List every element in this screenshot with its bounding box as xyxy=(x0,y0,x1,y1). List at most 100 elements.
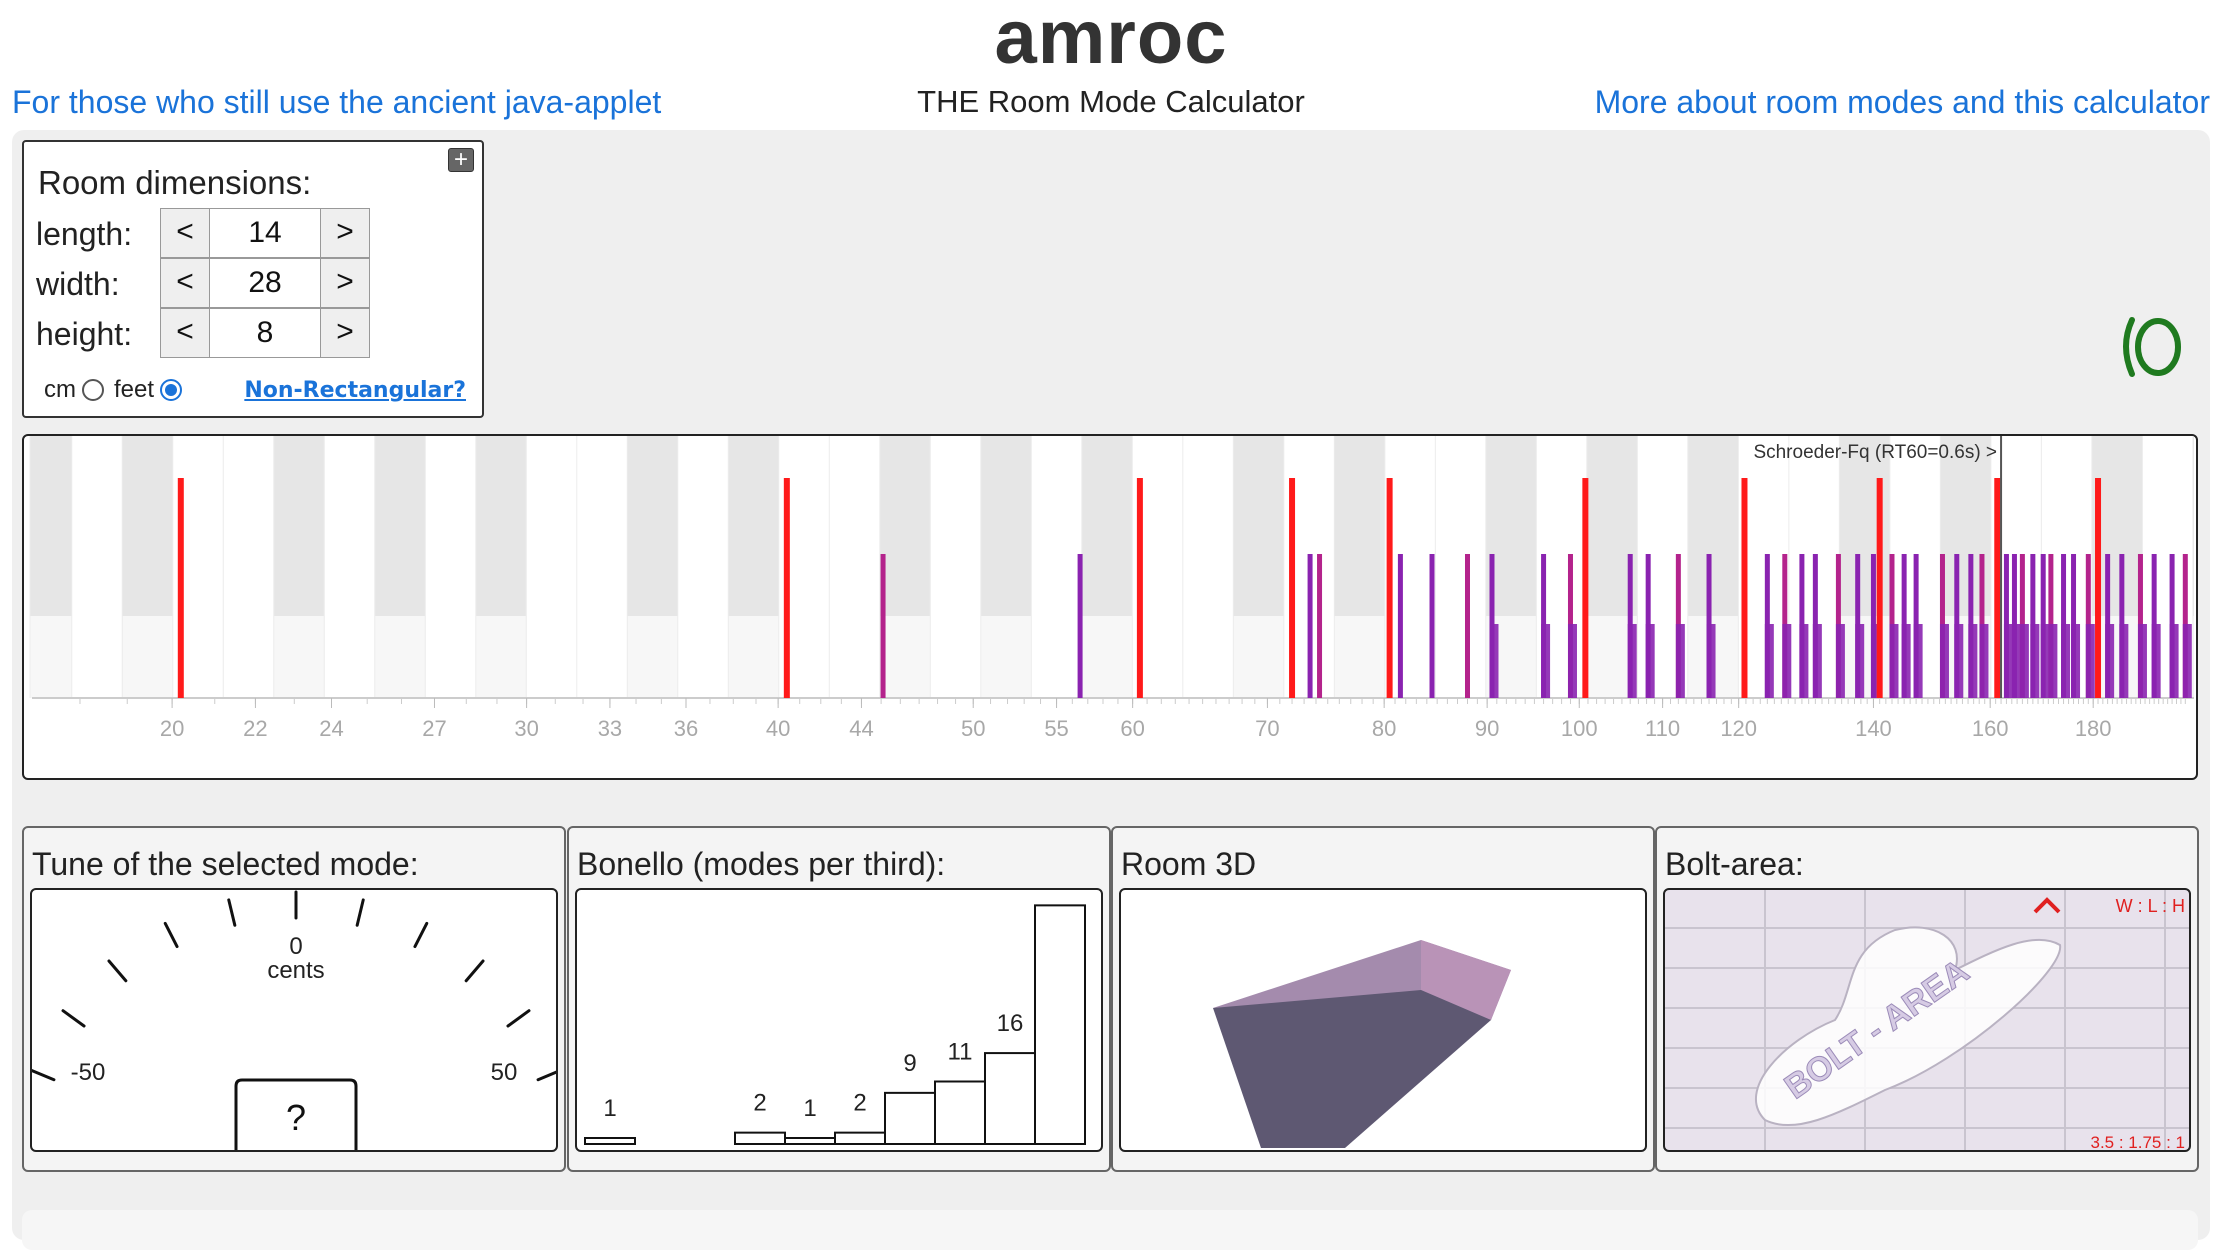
piano-key xyxy=(627,436,678,616)
room-3d-title: Room 3D xyxy=(1121,846,1257,882)
piano-key xyxy=(1384,436,1436,616)
axial-mode-line xyxy=(1136,478,1143,698)
piano-key-lower xyxy=(1031,616,1082,698)
mode-line-oblique xyxy=(2105,624,2115,698)
mode-line xyxy=(880,554,886,698)
piano-key xyxy=(1435,436,1486,616)
bonello-value-label: 1 xyxy=(803,1095,816,1122)
axial-mode-line xyxy=(1582,478,1589,698)
plus-square-icon[interactable]: + xyxy=(448,148,474,172)
unit-feet-label: feet xyxy=(114,376,155,403)
mode-line-oblique xyxy=(1901,624,1911,698)
width-increase-button[interactable]: > xyxy=(320,258,370,308)
tune-tick xyxy=(107,959,128,983)
tick-label: 90 xyxy=(1475,716,1499,741)
piano-key xyxy=(1182,436,1234,616)
axial-mode-line xyxy=(783,478,790,698)
axial-mode-line xyxy=(1994,478,2001,698)
bonello-bar xyxy=(1034,904,1086,1146)
tick-label: 80 xyxy=(1372,716,1396,741)
mode-line xyxy=(1307,554,1313,698)
non-rectangular-link[interactable]: Non-Rectangular? xyxy=(244,378,466,403)
unit-feet-radio[interactable] xyxy=(160,379,183,401)
bonello-bar xyxy=(734,1131,786,1146)
axial-mode-line xyxy=(1386,478,1393,698)
piano-key xyxy=(829,436,880,616)
mode-line-oblique xyxy=(1954,624,1964,698)
java-applet-link[interactable]: For those who still use the ancient java… xyxy=(12,84,662,120)
mode-line-oblique xyxy=(1764,624,1774,698)
piano-key-lower xyxy=(1384,616,1436,698)
tune-readout: ? xyxy=(286,1097,306,1138)
mode-line-oblique xyxy=(2061,624,2071,698)
piano-key xyxy=(930,436,981,616)
schroeder-label: Schroeder-Fq (RT60=0.6s) > xyxy=(1753,442,1997,463)
bonello-value-label: 1 xyxy=(603,1095,616,1122)
mode-spectrum-chart[interactable]: 20 22 24 27 30 33 36 40 44 50 55 60 70 80 90 100 110 120 1… xyxy=(22,434,2198,780)
piano-key xyxy=(122,436,173,616)
tick-label: 50 xyxy=(961,716,985,741)
tune-tick xyxy=(413,921,429,949)
tick-label: 24 xyxy=(319,716,343,741)
piano-key xyxy=(576,436,628,616)
room-3d-view[interactable] xyxy=(1119,888,1647,1152)
tune-tick xyxy=(61,1009,86,1028)
about-link[interactable]: More about room modes and this calculato… xyxy=(1594,84,2210,120)
mode-line-oblique xyxy=(1567,624,1577,698)
mode-line-oblique xyxy=(2182,624,2192,698)
piano-key xyxy=(1081,436,1133,616)
bottom-panel xyxy=(22,1210,2198,1250)
height-increase-button[interactable]: > xyxy=(320,308,370,358)
axial-mode-line xyxy=(2095,478,2102,698)
piano-key-lower xyxy=(1435,616,1486,698)
caret-up-icon xyxy=(2033,897,2061,914)
bonello-bar xyxy=(884,1091,936,1145)
mode-line-oblique xyxy=(1835,624,1845,698)
piano-key-lower xyxy=(374,616,426,698)
tick-label: 22 xyxy=(243,716,267,741)
width-input[interactable] xyxy=(210,258,320,308)
length-input[interactable] xyxy=(210,208,320,258)
piano-key xyxy=(879,436,931,616)
bonello-value-label: 9 xyxy=(903,1050,916,1077)
piano-key-lower xyxy=(980,616,1032,698)
piano-key-lower xyxy=(1081,616,1133,698)
tick-label: 36 xyxy=(674,716,698,741)
bonello-svg: 12129111642 xyxy=(584,904,1086,1146)
length-increase-button[interactable]: > xyxy=(320,208,370,258)
tune-readout-box xyxy=(234,1078,358,1150)
piano-key-lower xyxy=(728,616,779,698)
bonello-value-label: 11 xyxy=(948,1039,973,1066)
mode-line-oblique xyxy=(2119,624,2129,698)
height-decrease-button[interactable]: < xyxy=(160,308,210,358)
unit-cm-radio[interactable] xyxy=(82,379,104,401)
tick-label: 180 xyxy=(2075,716,2112,741)
height-label: height: xyxy=(36,316,133,352)
mode-line-oblique xyxy=(1541,624,1551,698)
piano-key xyxy=(71,436,123,616)
width-decrease-button[interactable]: < xyxy=(160,258,210,308)
mode-line-oblique xyxy=(2137,624,2147,698)
bonello-bar xyxy=(984,1052,1036,1145)
axial-mode-line xyxy=(1741,478,1748,698)
loading-spinner-icon xyxy=(2123,317,2181,377)
width-label: width: xyxy=(36,266,120,302)
room-floor xyxy=(1213,990,1491,1148)
piano-key-lower xyxy=(71,616,123,698)
piano-key xyxy=(728,436,779,616)
mode-line-oblique xyxy=(1675,624,1685,698)
length-decrease-button[interactable]: < xyxy=(160,208,210,258)
bolt-ratio: 3.5 : 1.75 : 1 xyxy=(2090,1133,2185,1152)
piano-key xyxy=(324,436,375,616)
bonello-graph: 12129111642 xyxy=(575,888,1103,1152)
mode-line-oblique xyxy=(1889,624,1899,698)
mode-line-oblique xyxy=(1799,624,1809,698)
tick-label: 40 xyxy=(766,716,790,741)
mode-line-oblique xyxy=(1706,624,1716,698)
height-input[interactable] xyxy=(210,308,320,358)
bonello-title: Bonello (modes per third): xyxy=(577,846,946,882)
piano-key xyxy=(980,436,1032,616)
piano-key xyxy=(2192,436,2194,616)
piano-key-lower xyxy=(425,616,476,698)
